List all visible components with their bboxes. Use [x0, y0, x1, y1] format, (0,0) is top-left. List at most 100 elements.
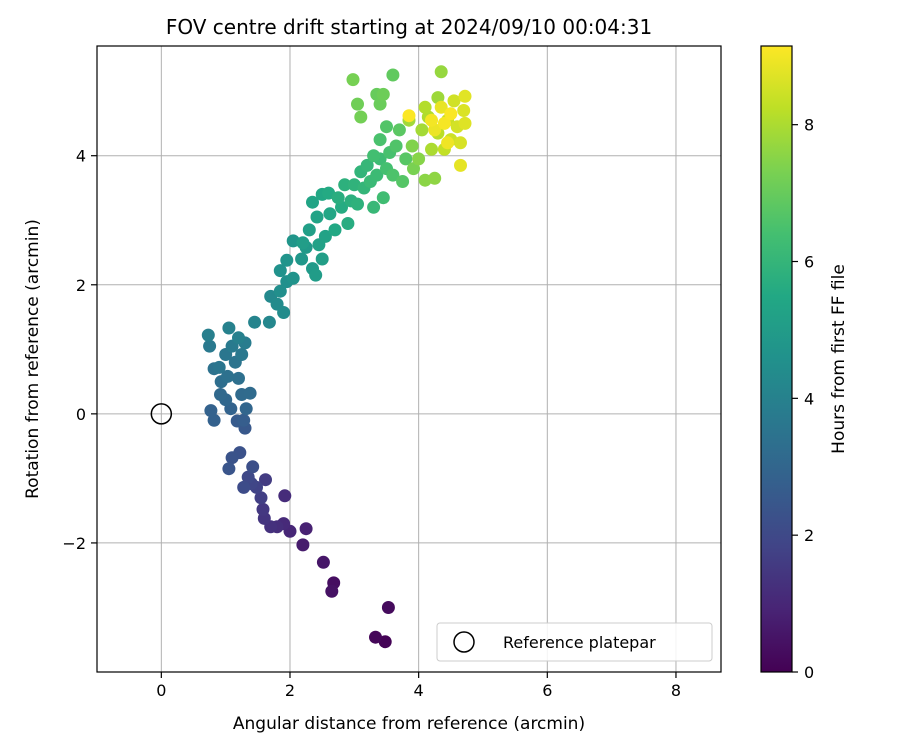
data-point — [415, 123, 429, 137]
data-point — [204, 404, 218, 418]
colorbar-label: Hours from first FF file — [829, 264, 849, 454]
legend-entry: Reference platepar — [503, 633, 656, 652]
colorbar-tick-label: 6 — [804, 253, 814, 272]
colorbar-ticks: 0 2 4 6 8 — [792, 116, 814, 682]
data-point — [235, 348, 249, 361]
grid-lines — [97, 46, 721, 672]
data-point — [360, 158, 374, 172]
data-point — [341, 217, 355, 230]
reference-platepar-marker — [150, 403, 173, 425]
data-point — [367, 200, 381, 214]
data-point — [444, 107, 458, 121]
data-point — [262, 315, 276, 329]
x-tick-label: 8 — [671, 681, 681, 700]
data-point — [232, 331, 245, 345]
data-point — [323, 207, 337, 221]
x-tick-label: 4 — [414, 681, 424, 700]
chart-title: FOV centre drift starting at 2024/09/10 … — [166, 15, 652, 39]
y-axis-label: Rotation from reference (arcmin) — [23, 219, 43, 499]
plot-frame — [96, 45, 722, 673]
data-point — [407, 162, 420, 176]
data-point — [381, 601, 395, 614]
colorbar-tick-label: 8 — [804, 116, 814, 135]
data-point — [310, 210, 324, 224]
data-point — [378, 635, 392, 649]
data-point — [295, 252, 309, 266]
data-point — [447, 94, 461, 108]
data-point — [286, 271, 300, 285]
data-point — [434, 100, 448, 114]
data-point — [441, 136, 455, 150]
data-point — [237, 480, 251, 494]
data-point — [376, 191, 390, 205]
data-point — [392, 123, 406, 137]
x-axis-ticks: 0 2 4 6 8 — [156, 672, 681, 700]
data-point — [458, 116, 472, 130]
data-point — [309, 268, 323, 282]
legend: Reference platepar — [436, 622, 713, 662]
data-point — [434, 65, 448, 79]
data-point — [389, 139, 403, 153]
colorbar-gradient — [760, 45, 793, 673]
data-point — [214, 388, 227, 401]
data-point — [376, 87, 390, 101]
data-point — [380, 120, 393, 134]
data-point — [325, 584, 339, 598]
data-point — [315, 252, 329, 266]
data-point — [280, 253, 294, 267]
data-point — [278, 489, 292, 503]
data-point — [418, 100, 432, 114]
data-point — [386, 68, 400, 82]
data-point — [454, 158, 467, 172]
data-point — [259, 473, 272, 487]
data-point — [367, 149, 381, 163]
data-point — [277, 306, 291, 319]
data-point — [256, 502, 270, 516]
data-point — [225, 451, 239, 465]
data-point — [221, 369, 235, 383]
data-point — [386, 168, 400, 182]
data-point — [254, 491, 268, 505]
data-point — [302, 223, 316, 237]
data-point — [354, 110, 368, 124]
data-point — [232, 371, 245, 385]
data-point — [351, 197, 364, 211]
data-point — [373, 133, 387, 147]
data-point — [425, 113, 438, 127]
y-tick-label: −2 — [62, 534, 86, 553]
plot-area — [96, 45, 722, 673]
data-point — [458, 89, 472, 103]
data-point — [286, 234, 300, 248]
y-tick-label: 0 — [76, 405, 86, 424]
data-point — [370, 168, 384, 182]
data-point — [243, 386, 257, 400]
data-point — [396, 175, 410, 188]
legend-marker — [453, 631, 475, 653]
data-point — [318, 229, 332, 243]
data-point — [248, 315, 262, 329]
data-point — [412, 152, 426, 166]
data-point — [331, 191, 345, 205]
data-point — [328, 223, 342, 237]
y-tick-label: 2 — [76, 276, 86, 295]
data-point — [306, 195, 319, 209]
data-point — [203, 339, 217, 353]
colorbar-tick-label: 4 — [804, 389, 814, 408]
data-point — [346, 73, 360, 87]
colorbar-tick-label: 2 — [804, 526, 814, 545]
data-point — [457, 104, 471, 117]
data-point — [273, 264, 287, 278]
data-point — [212, 360, 226, 374]
data-point — [296, 538, 310, 552]
colorbar-tick-label: 0 — [804, 663, 814, 682]
data-point — [454, 136, 467, 150]
data-point — [428, 171, 442, 185]
x-tick-label: 2 — [285, 681, 295, 700]
colorbar: 0 2 4 6 8 Hours from first FF file — [760, 45, 849, 682]
data-point — [201, 328, 215, 342]
data-point — [241, 470, 255, 484]
data-point — [222, 462, 236, 476]
data-point — [237, 413, 251, 427]
data-point — [299, 522, 313, 536]
